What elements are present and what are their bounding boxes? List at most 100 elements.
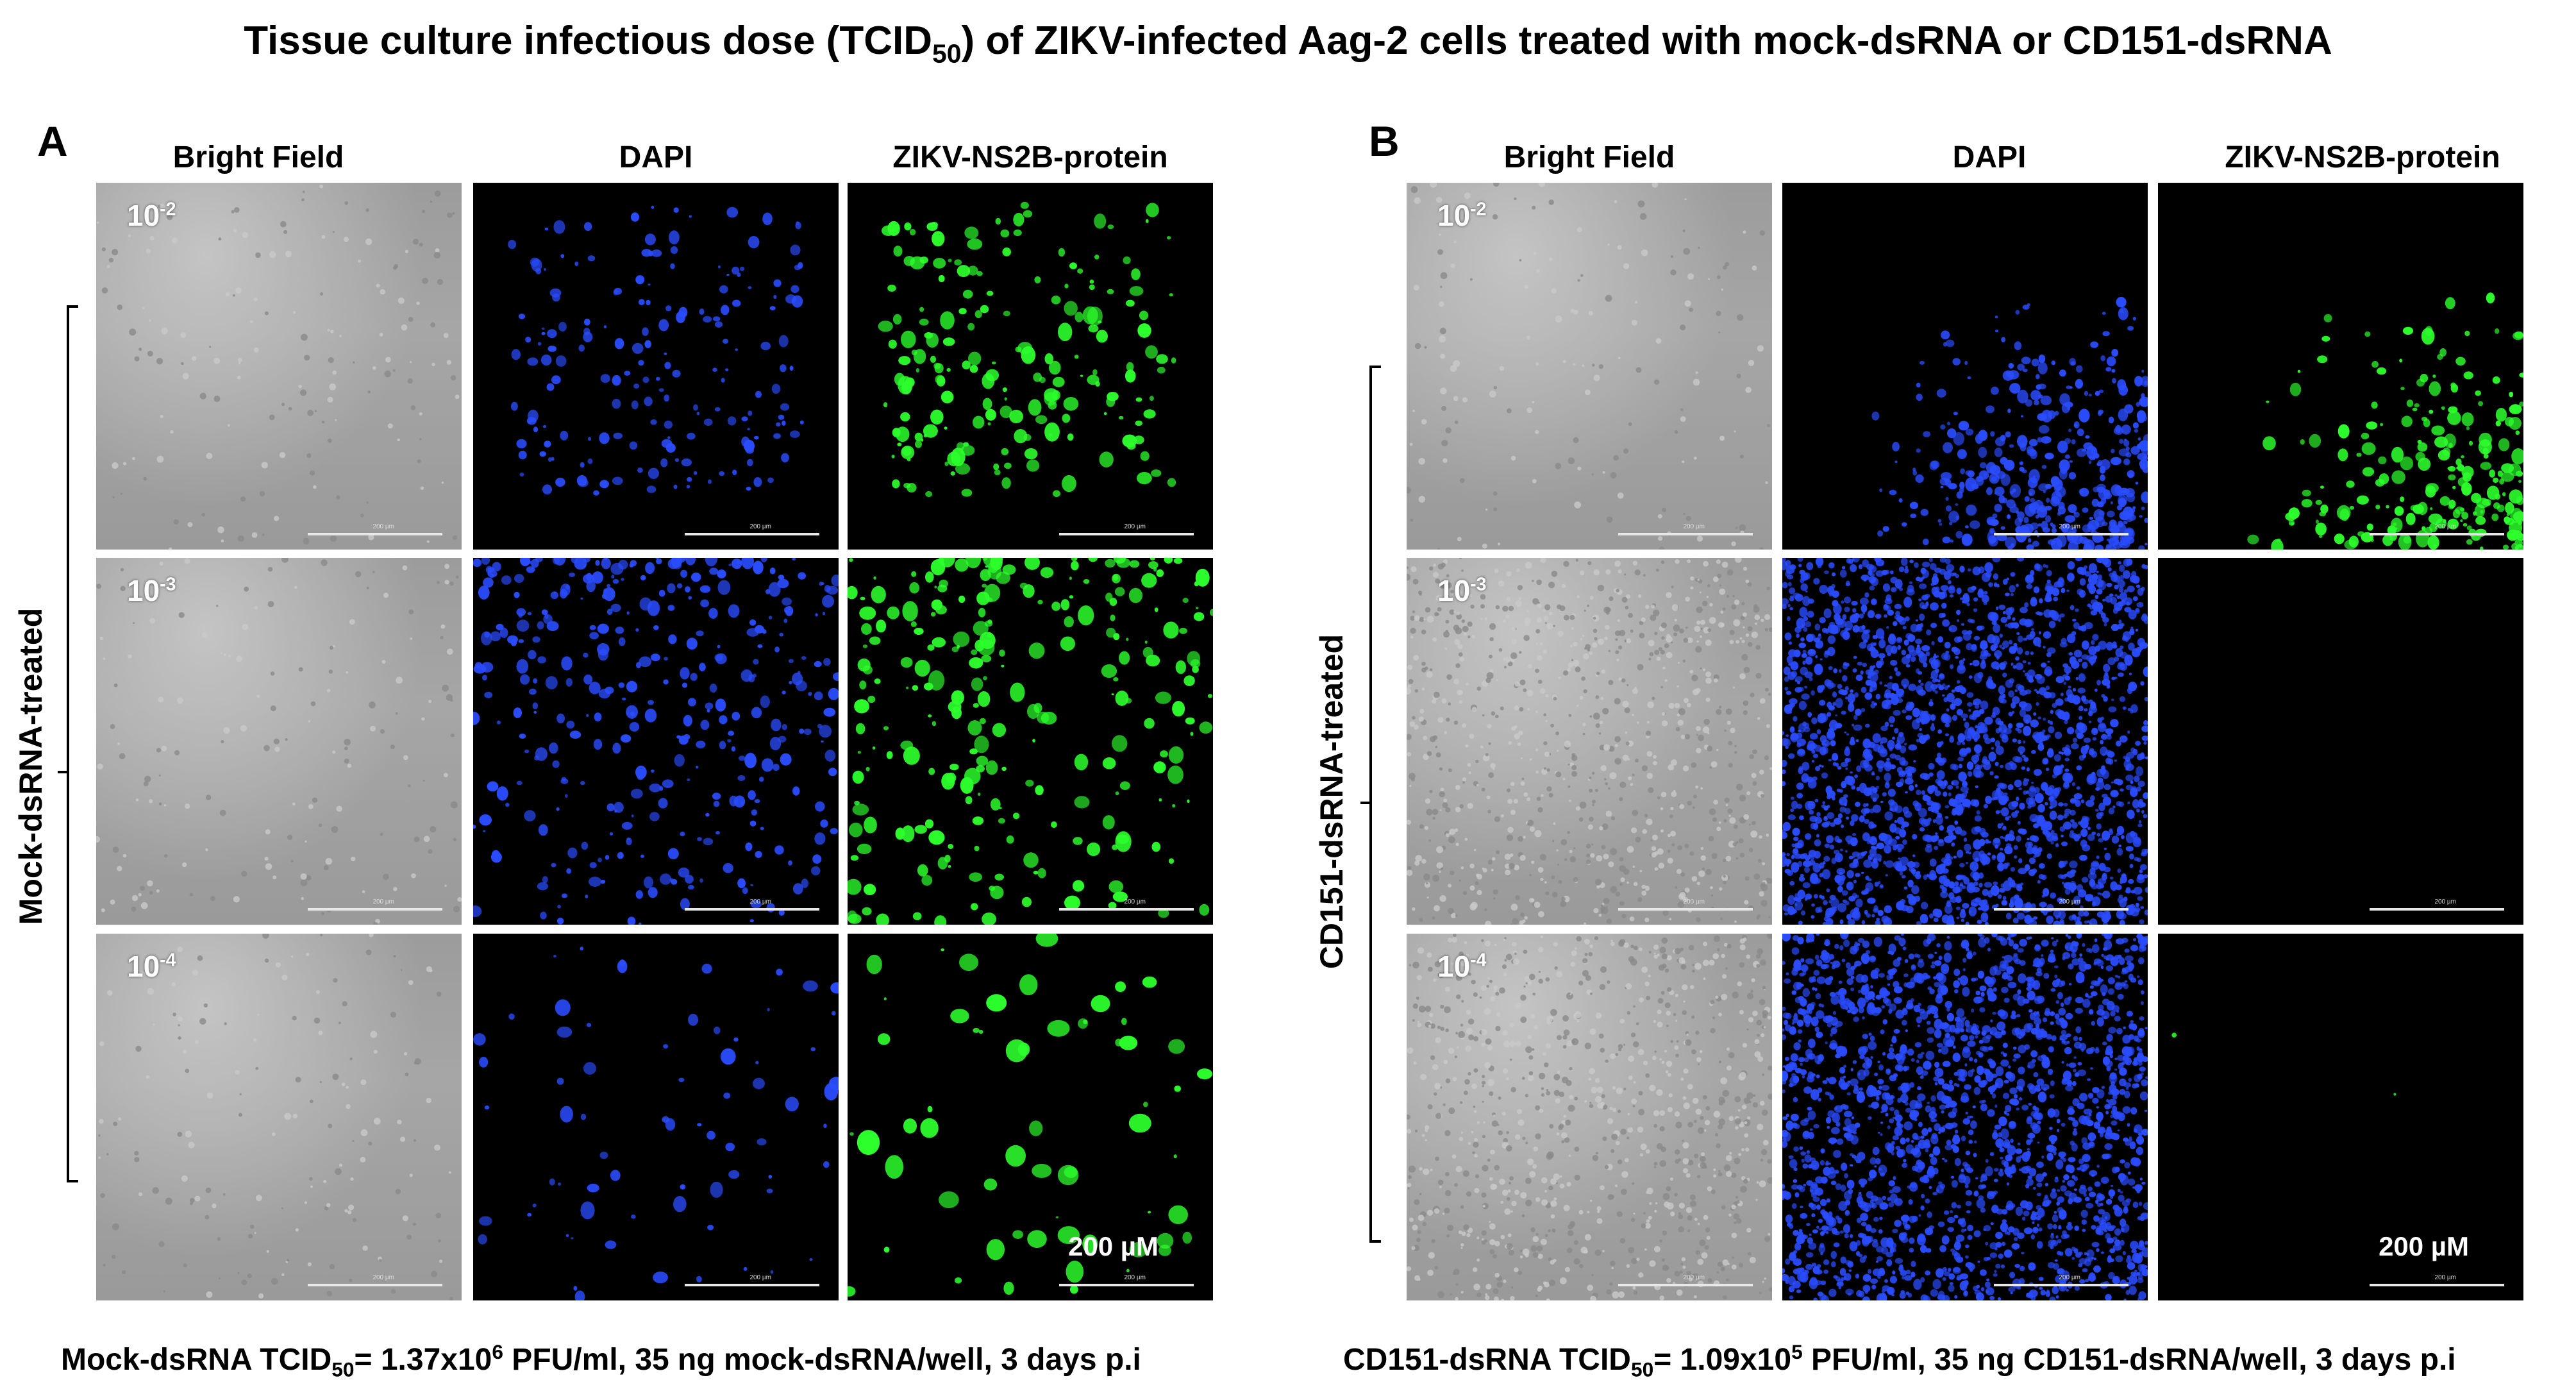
cell-texture	[1453, 678, 1460, 685]
cell-texture	[1157, 1232, 1174, 1249]
cell-texture	[1966, 702, 1973, 707]
cell-texture	[1000, 229, 1010, 238]
cell-texture	[1567, 668, 1571, 672]
cell-texture	[1841, 824, 1844, 828]
cell-texture	[911, 571, 917, 577]
cell-texture	[1004, 397, 1007, 401]
cell-texture	[2461, 455, 2464, 458]
cell-texture	[2073, 512, 2077, 514]
cell-texture	[855, 723, 866, 735]
cell-texture	[344, 759, 349, 764]
cell-texture	[1842, 614, 1847, 620]
cell-texture	[2079, 578, 2086, 586]
cell-texture	[2132, 575, 2140, 584]
cell-texture	[1922, 662, 1928, 668]
cell-texture	[1743, 626, 1745, 628]
cell-texture	[2315, 519, 2319, 524]
cell-texture	[1682, 659, 1686, 663]
cell-texture	[589, 862, 597, 869]
cell-texture	[1145, 345, 1158, 359]
cell-texture	[1457, 689, 1462, 696]
cell-texture	[1537, 655, 1543, 661]
cell-texture	[2098, 389, 2104, 394]
cell-texture	[1035, 415, 1048, 425]
cell-texture	[1570, 308, 1575, 313]
cell-texture	[479, 1216, 492, 1226]
cell-texture	[1961, 713, 1968, 719]
cell-texture	[738, 755, 746, 761]
cell-texture	[103, 1263, 106, 1266]
cell-texture	[2000, 616, 2008, 623]
cell-texture	[644, 340, 651, 348]
cell-texture	[977, 793, 981, 796]
cell-texture	[1937, 636, 1943, 643]
cell-texture	[1751, 631, 1759, 639]
cell-texture	[1600, 904, 1603, 907]
cell-texture	[2028, 678, 2034, 683]
cell-texture	[2100, 474, 2105, 482]
cell-texture	[2082, 448, 2086, 452]
cell-texture	[327, 328, 330, 332]
cell-texture	[1691, 675, 1698, 682]
cell-texture	[2077, 884, 2084, 892]
cell-texture	[1105, 593, 1113, 602]
cell-texture	[920, 1118, 939, 1138]
cell-texture	[1902, 839, 1907, 845]
cell-texture	[801, 879, 808, 888]
cell-texture	[637, 467, 643, 473]
cell-texture	[565, 584, 571, 590]
cell-texture	[1945, 478, 1952, 487]
cell-texture	[1750, 830, 1758, 838]
cell-texture	[350, 1177, 354, 1181]
cell-texture	[1987, 676, 1993, 680]
cell-texture	[982, 912, 996, 925]
cell-texture	[629, 722, 640, 732]
cell-texture	[1048, 401, 1057, 410]
cell-texture	[1916, 739, 1919, 743]
cell-texture	[2087, 827, 2091, 830]
cell-texture	[950, 1009, 969, 1023]
cell-texture	[1569, 856, 1577, 862]
cell-texture	[1961, 792, 1968, 798]
cell-texture	[1496, 850, 1500, 855]
cell-texture	[1555, 771, 1562, 778]
cell-texture	[2461, 512, 2469, 519]
cell-texture	[915, 440, 922, 448]
cell-texture	[1596, 885, 1600, 889]
cell-texture	[1933, 655, 1937, 659]
cell-texture	[1912, 834, 1918, 840]
cell-texture	[2038, 425, 2050, 434]
cell-texture	[1725, 708, 1732, 715]
cell-texture	[1621, 678, 1626, 683]
cell-texture	[877, 1033, 891, 1045]
cell-texture	[1657, 796, 1660, 800]
cell-texture	[1553, 822, 1556, 825]
cell-texture	[281, 974, 288, 980]
cell-texture	[2087, 834, 2095, 841]
cell-texture	[951, 646, 959, 653]
cell-texture	[1787, 895, 1796, 905]
cell-texture	[120, 568, 124, 571]
cell-texture	[177, 1132, 183, 1137]
cell-texture	[2143, 666, 2148, 677]
cell-texture	[2464, 330, 2470, 337]
scale-bar-text: 200 µm	[749, 523, 771, 530]
cell-texture	[866, 766, 870, 771]
cell-texture	[2288, 519, 2295, 526]
cell-texture	[1535, 748, 1539, 752]
cell-texture	[308, 804, 314, 809]
cell-texture	[1543, 767, 1546, 770]
cell-texture	[1934, 659, 1941, 668]
cell-texture	[1896, 739, 1900, 745]
cell-texture	[1745, 579, 1750, 584]
cell-texture	[1987, 890, 1993, 898]
cell-texture	[393, 955, 396, 958]
cell-texture	[552, 760, 560, 768]
cell-texture	[430, 826, 437, 833]
cell-texture	[962, 360, 971, 370]
cell-texture	[2084, 391, 2088, 396]
cell-texture	[140, 886, 146, 891]
cell-texture	[1648, 787, 1654, 793]
cell-texture	[2133, 775, 2140, 782]
cell-texture	[642, 376, 649, 383]
